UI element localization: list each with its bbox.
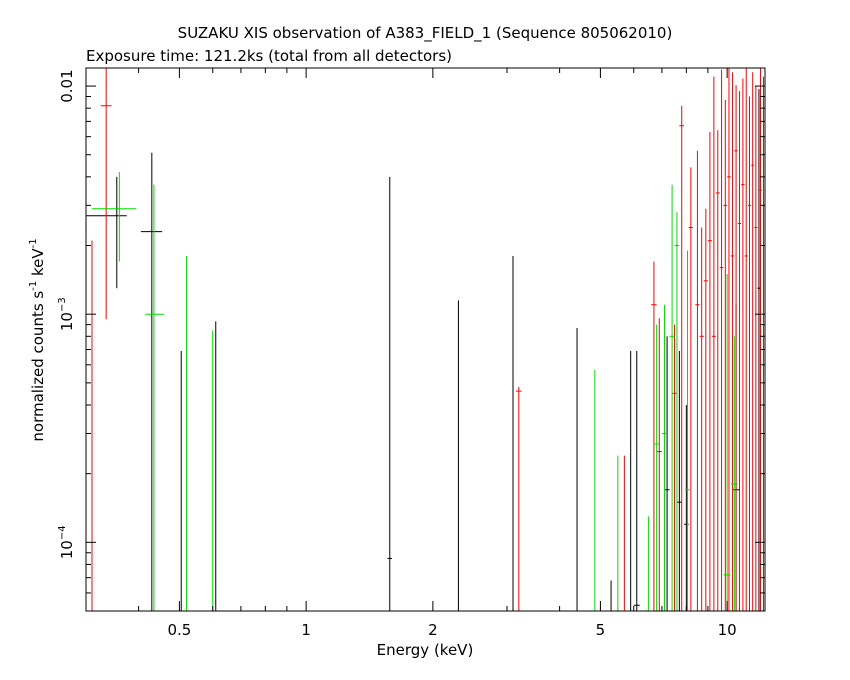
y-axis-label-main: normalized counts s (29, 291, 47, 442)
data-point (91, 172, 137, 262)
data-point (747, 96, 752, 611)
data-point (751, 72, 755, 611)
data-point (730, 72, 735, 611)
x-tick-label: 10 (718, 621, 737, 639)
plot-frame (85, 67, 766, 612)
data-point (656, 318, 662, 611)
chart-subtitle: Exposure time: 121.2ks (total from all d… (86, 47, 452, 65)
y-axis-label-sup2: -1 (28, 238, 39, 248)
data-point (653, 324, 660, 611)
data-point (515, 386, 522, 611)
data-point (676, 350, 682, 611)
data-point (723, 99, 728, 611)
data-point (757, 89, 761, 611)
x-tick-label: 5 (596, 621, 606, 639)
data-point (688, 167, 694, 611)
data-point (758, 68, 763, 611)
y-axis-label: normalized counts s-1 keV-1 (28, 238, 47, 441)
series-2 (91, 172, 738, 611)
x-tick-label: 2 (428, 621, 438, 639)
y-axis-label-mid: keV (29, 248, 47, 281)
y-axis-label-sup1: -1 (28, 281, 39, 291)
data-point (703, 208, 708, 611)
data-point (695, 150, 700, 611)
data-point (715, 130, 720, 611)
y-tick-label: 10−3 (57, 297, 76, 331)
data-point (754, 86, 758, 611)
axis-ticks (85, 68, 765, 612)
y-tick-label: 0.01 (58, 69, 76, 102)
data-point (741, 78, 745, 611)
y-tick-label: 10−4 (57, 525, 76, 559)
x-tick-label: 0.5 (167, 621, 191, 639)
data-point (674, 212, 680, 611)
data-point (145, 184, 165, 611)
data-point (661, 304, 668, 611)
data-point (664, 336, 670, 611)
data-point (723, 274, 731, 611)
data-point (140, 152, 163, 611)
x-tick-label: 1 (301, 621, 311, 639)
data-point (711, 76, 716, 611)
data-point (633, 350, 640, 611)
data-point (730, 336, 738, 611)
data-point (734, 85, 738, 611)
data-point (737, 91, 742, 611)
data-point (387, 176, 393, 611)
data-point (679, 105, 685, 611)
data-point (685, 250, 690, 611)
data-point (100, 68, 112, 320)
data-point (669, 184, 675, 611)
data-marks (86, 68, 765, 611)
chart-title: SUZAKU XIS observation of A383_FIELD_1 (… (178, 24, 673, 43)
axis-tick-labels: 0.5 1 2 5 10 10−4 10−3 0.01 (57, 69, 737, 639)
series-1 (91, 68, 765, 611)
x-axis-label: Energy (keV) (377, 641, 474, 659)
data-point (699, 227, 704, 611)
data-point (707, 131, 712, 611)
data-point (672, 324, 677, 611)
data-point (651, 261, 657, 611)
data-point (727, 68, 731, 611)
data-point (744, 68, 748, 611)
data-point (719, 69, 724, 611)
